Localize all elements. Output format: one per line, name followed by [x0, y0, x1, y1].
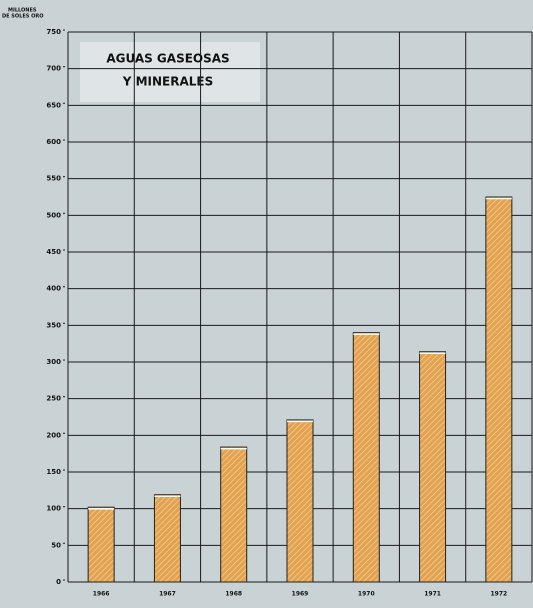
y-tick-label: 700 [46, 65, 61, 73]
tick-mark [63, 29, 65, 31]
tick-mark [63, 249, 65, 251]
y-label: DE SOLES ORO [2, 14, 43, 20]
y-tick-label: 300 [46, 358, 61, 366]
x-tick-label: 1971 [424, 591, 441, 598]
bar [286, 419, 314, 583]
chart-title: AGUAS GASEOSAS [106, 52, 229, 66]
tick-mark [63, 432, 65, 435]
y-tick-label: 250 [46, 395, 61, 403]
y-tick-label: 450 [46, 248, 61, 256]
tick-mark [63, 102, 65, 105]
tick-mark [63, 505, 65, 508]
x-tick-label: 1972 [491, 591, 508, 598]
y-tick-label: 100 [46, 505, 61, 513]
y-tick-label: 200 [46, 431, 61, 439]
tick-mark [63, 579, 65, 581]
y-tick-label: 650 [46, 101, 61, 109]
bar [485, 196, 513, 583]
x-tick-label: 1967 [159, 591, 176, 598]
bar [419, 351, 447, 583]
y-tick-label: 350 [46, 321, 61, 329]
tick-mark [63, 395, 65, 398]
tick-mark [63, 175, 65, 178]
x-tick-label: 1968 [225, 591, 242, 598]
y-tick-label: 0 [56, 578, 61, 586]
y-tick-label: 400 [46, 285, 61, 293]
tick-mark [63, 359, 65, 361]
tick-mark [63, 139, 65, 141]
x-tick-label: 1969 [292, 591, 309, 598]
tick-mark [63, 285, 65, 288]
tick-mark [63, 469, 65, 471]
tick-mark [63, 322, 65, 325]
y-tick-label: 50 [51, 541, 61, 549]
title-box [80, 42, 260, 102]
tick-mark [63, 212, 65, 215]
tick-mark [63, 65, 65, 68]
chart-title: Y MINERALES [122, 75, 214, 89]
y-tick-label: 500 [46, 211, 61, 219]
y-tick-label: 550 [46, 175, 61, 183]
y-tick-label: 150 [46, 468, 61, 476]
bar [352, 332, 380, 583]
y-tick-label: 600 [46, 138, 61, 146]
y-label: MILLONES [8, 8, 37, 14]
x-tick-label: 1966 [93, 591, 110, 598]
bar [87, 506, 115, 583]
tick-mark [63, 542, 65, 545]
bar [153, 494, 181, 583]
x-tick-label: 1970 [358, 591, 375, 598]
y-tick-label: 750 [46, 28, 61, 36]
bar [220, 446, 248, 583]
